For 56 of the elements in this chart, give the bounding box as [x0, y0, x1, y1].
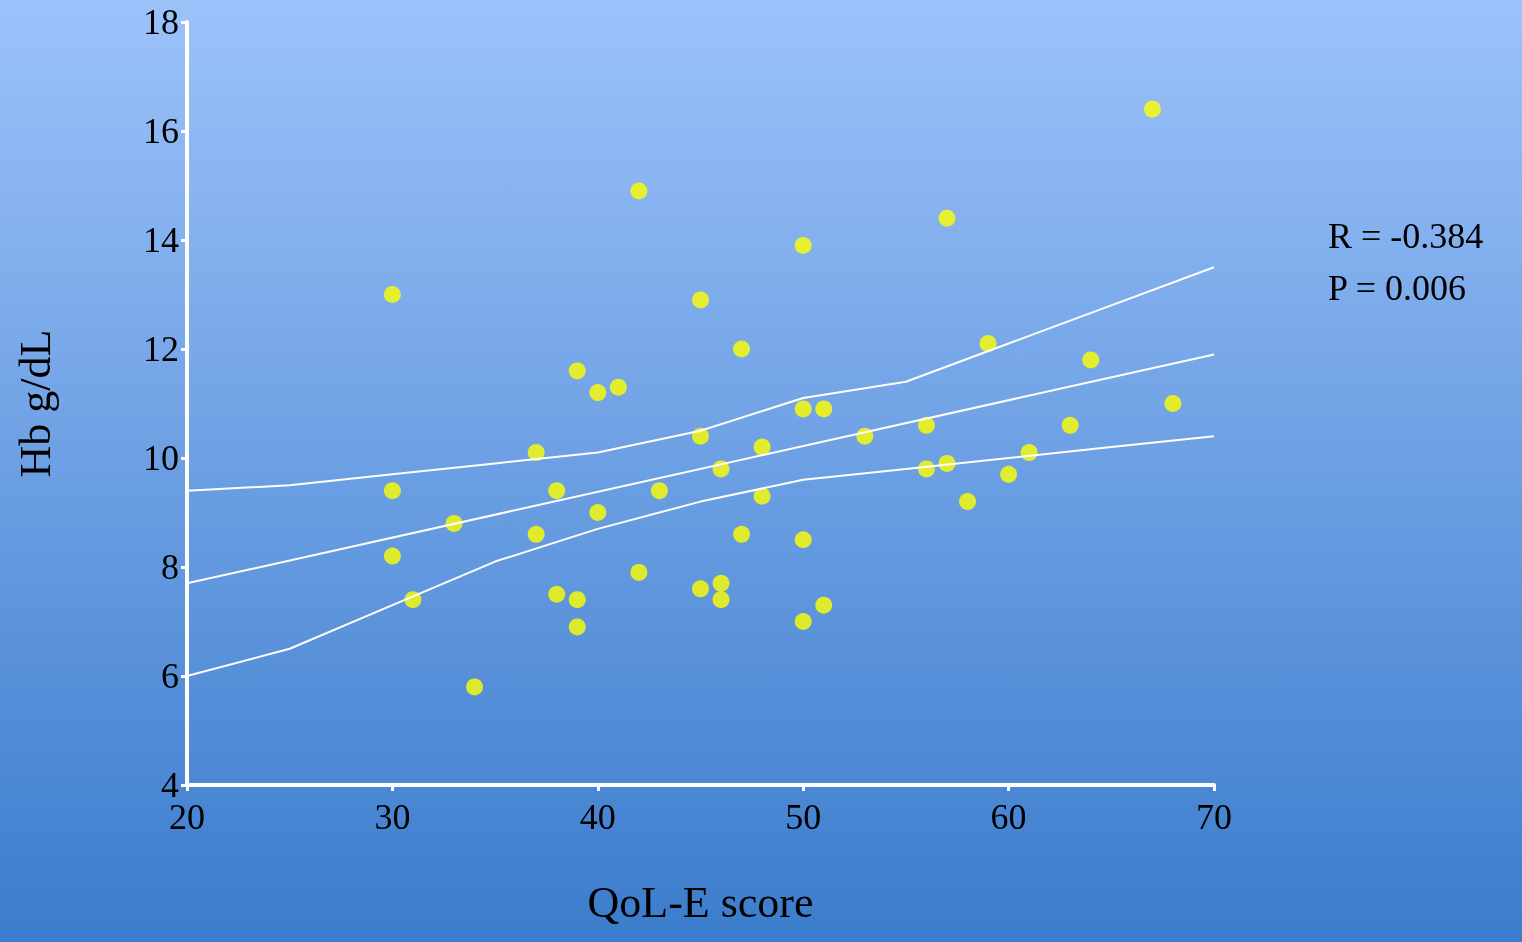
point [1143, 100, 1161, 118]
x-tick-label: 30 [374, 797, 411, 837]
point [589, 384, 607, 402]
point [527, 444, 545, 462]
point [568, 618, 586, 636]
point [753, 487, 771, 505]
point [1061, 416, 1079, 434]
point [589, 504, 607, 521]
point [712, 591, 730, 609]
point [712, 574, 730, 592]
point [650, 482, 668, 500]
point [938, 209, 956, 227]
point [568, 591, 586, 609]
point [383, 286, 401, 303]
point [568, 362, 586, 380]
point [1000, 465, 1018, 483]
point [979, 335, 997, 353]
text: R = -0.384 [1328, 216, 1484, 256]
point [917, 416, 935, 434]
x-tick-label: 40 [579, 797, 616, 837]
y-tick-label: 18 [143, 2, 179, 42]
point [753, 438, 771, 456]
y-tick-label: 14 [143, 220, 179, 260]
y-tick-label: 16 [143, 111, 179, 151]
text: P = 0.006 [1328, 268, 1466, 308]
point [733, 340, 751, 358]
point [383, 547, 401, 565]
point [548, 585, 566, 603]
point [383, 482, 401, 500]
y-axis-title: Hb g/dL [10, 329, 60, 478]
y-tick-label: 6 [161, 656, 179, 696]
point [466, 678, 484, 696]
point [794, 531, 812, 549]
point [548, 482, 566, 500]
point [1082, 351, 1100, 369]
point [815, 596, 833, 614]
y-tick-label: 10 [143, 438, 179, 478]
point [630, 182, 648, 200]
x-axis-title: QoL-E score [587, 877, 814, 927]
point [630, 563, 648, 581]
point [794, 400, 812, 418]
y-tick-label: 12 [143, 329, 179, 369]
point [733, 525, 751, 543]
x-tick-label: 50 [785, 797, 822, 837]
point [959, 493, 977, 511]
x-tick-label: 60 [990, 797, 1027, 837]
point [1164, 395, 1182, 412]
point [794, 613, 812, 630]
point [527, 525, 545, 543]
point [692, 291, 709, 309]
x-tick-label: 70 [1196, 797, 1232, 837]
point [794, 236, 812, 254]
y-tick-label: 8 [161, 547, 179, 587]
point [692, 580, 709, 598]
point [815, 400, 833, 418]
point [609, 378, 627, 396]
